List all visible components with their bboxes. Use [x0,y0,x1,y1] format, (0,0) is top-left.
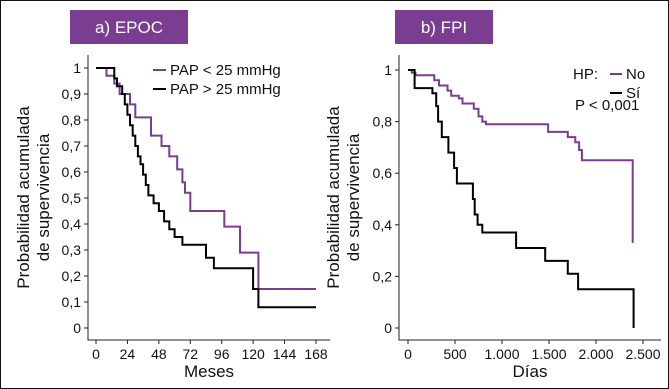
y-tick-label: 0,4 [373,217,393,233]
x-tick-label: 500 [443,346,467,362]
legend-label: PAP > 25 mmHg [170,81,281,98]
y-tick-label: 0,8 [62,112,82,128]
x-tick-label: 1.000 [484,346,519,362]
y-axis-title-line: de supervivencia [34,133,53,261]
x-axis-title: Días [513,362,548,381]
x-tick-label: 2.000 [578,346,613,362]
x-tick-label: 24 [120,346,136,362]
x-tick-label: 1.500 [531,346,566,362]
y-axis-title-line: de supervivencia [344,133,363,261]
y-axis-title: Probabilidad acumuladade supervivencia [324,106,363,289]
chart-panel-1: a) EPOC 0 0,1 0,2 0,3 0,4 0,5 0,6 0,7 0,8 0,9 1 0 24 4… [14,10,330,381]
y-tick-label: 0,2 [373,268,393,284]
y-tick-label: 1 [73,60,81,76]
panel-label: a) EPOC [95,18,163,37]
x-tick-label: 144 [273,346,297,362]
series-line-2 [96,67,316,309]
axis-lines [87,55,330,341]
y-tick-label: 0,9 [62,86,82,102]
y-axis-title: Probabilidad acumuladade supervivencia [14,106,53,289]
x-tick-label: 48 [151,346,167,362]
x-tick-label: 72 [182,346,198,362]
legend-label: Sí [626,85,641,102]
x-tick-label: 0 [404,346,412,362]
x-tick-label: 96 [214,346,230,362]
p-value-annotation: P < 0,001 [575,97,639,114]
x-tick-label: 0 [92,346,100,362]
legend-prefix: HP: [573,66,598,83]
y-axis-title-line: Probabilidad acumulada [14,106,33,289]
panel-label: b) FPI [421,18,467,37]
legend-label: No [626,66,645,83]
y-tick-label: 0 [73,320,81,336]
x-tick-label: 2.500 [625,346,660,362]
chart-panel-2: b) FPI 0 0,2 0,4 0,6 0,8 1 0 500 1.000 1.500 2.000 2… [324,10,661,381]
series-line-1 [408,69,634,243]
x-tick-label: 168 [304,346,328,362]
axis-lines [398,55,661,341]
y-tick-label: 0,7 [62,138,82,154]
panel-label-badge [70,10,188,44]
chart-panels: a) EPOC 0 0,1 0,2 0,3 0,4 0,5 0,6 0,7 0,8 0,9 1 0 24 4… [14,10,661,381]
y-axis-title-line: Probabilidad acumulada [324,106,343,289]
y-tick-label: 0 [384,320,392,336]
legend-label: PAP < 25 mmHg [170,62,281,79]
y-tick-label: 0,2 [62,268,82,284]
x-tick-label: 120 [241,346,265,362]
x-axis-title: Meses [184,362,234,381]
y-tick-label: 0,5 [62,190,82,206]
panel-label-badge [395,10,493,44]
y-tick-label: 0,3 [62,242,82,258]
y-tick-label: 0,4 [62,216,82,232]
y-tick-label: 0,1 [62,294,82,310]
y-tick-label: 0,6 [373,165,393,181]
y-tick-label: 0,6 [62,164,82,180]
y-tick-label: 1 [384,62,392,78]
y-tick-label: 0,8 [373,114,393,130]
series-line-2 [408,69,635,328]
